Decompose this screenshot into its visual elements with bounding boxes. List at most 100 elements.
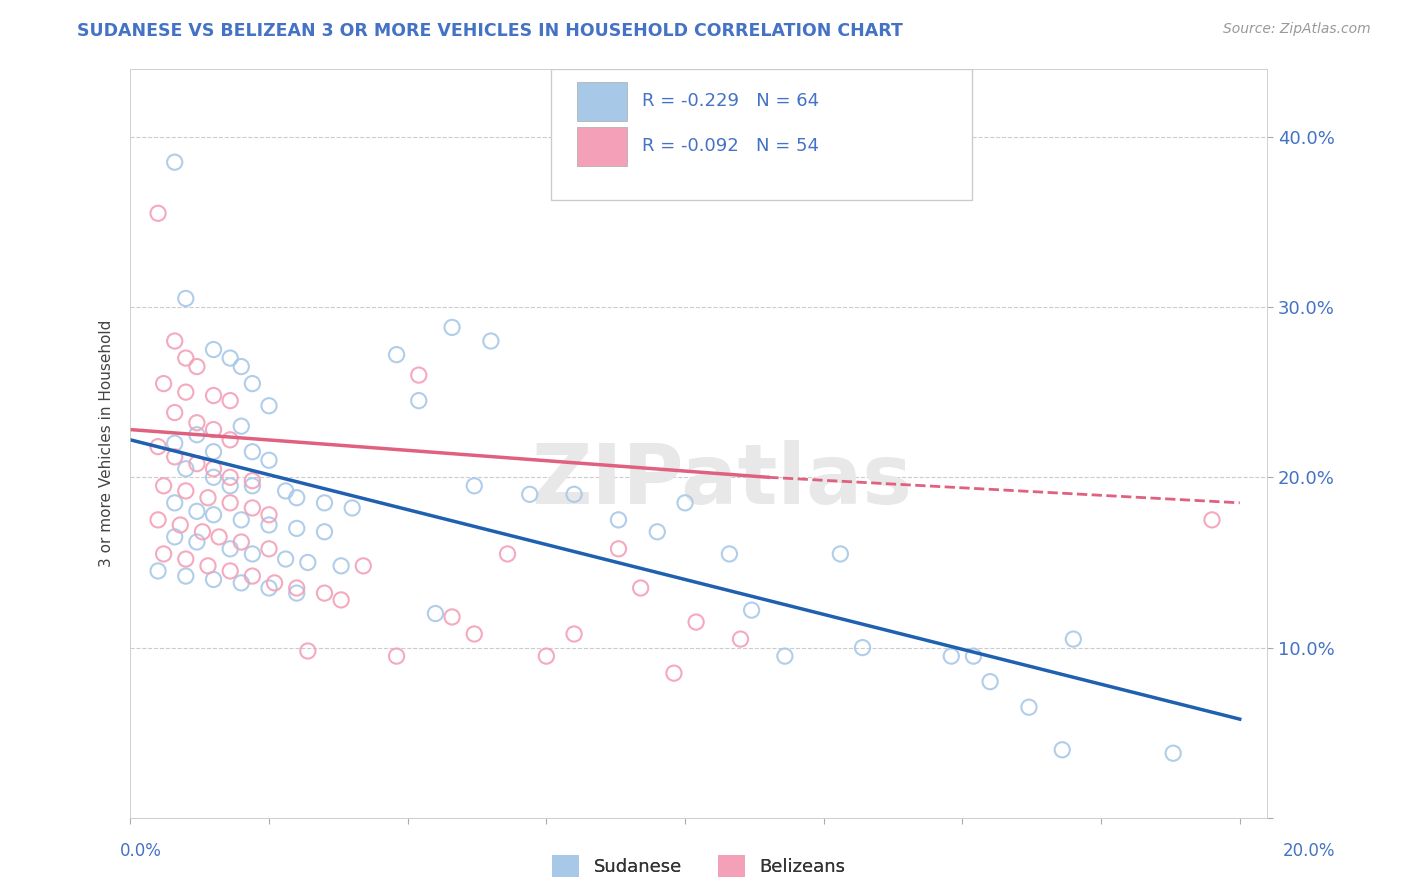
Point: [673, 496, 696, 510]
Point: [174, 552, 197, 566]
Point: [562, 627, 585, 641]
FancyBboxPatch shape: [578, 82, 627, 121]
Point: [1062, 632, 1084, 646]
Point: [630, 581, 652, 595]
Point: [830, 547, 852, 561]
Point: [1161, 746, 1184, 760]
Point: [163, 530, 186, 544]
Point: [231, 359, 253, 374]
Point: [285, 581, 308, 595]
Point: [146, 440, 169, 454]
Point: [202, 423, 225, 437]
Point: [257, 581, 280, 595]
Point: [186, 416, 208, 430]
Point: [662, 666, 685, 681]
Point: [607, 513, 630, 527]
Point: [231, 575, 253, 590]
Point: [202, 444, 225, 458]
Point: [330, 593, 353, 607]
Point: [536, 649, 558, 664]
Point: [219, 393, 242, 408]
Point: [219, 564, 242, 578]
Point: [219, 541, 242, 556]
Point: [163, 436, 186, 450]
Point: [941, 649, 963, 664]
Point: [202, 462, 225, 476]
Point: [979, 674, 1001, 689]
Point: [263, 575, 285, 590]
Point: [645, 524, 668, 539]
Point: [851, 640, 873, 655]
Point: [240, 376, 263, 391]
Point: [219, 351, 242, 365]
Point: [152, 479, 174, 493]
Point: [718, 547, 741, 561]
Point: [152, 547, 174, 561]
Point: [186, 359, 208, 374]
Text: Source: ZipAtlas.com: Source: ZipAtlas.com: [1223, 22, 1371, 37]
Point: [285, 586, 308, 600]
Text: SUDANESE VS BELIZEAN 3 OR MORE VEHICLES IN HOUSEHOLD CORRELATION CHART: SUDANESE VS BELIZEAN 3 OR MORE VEHICLES …: [77, 22, 903, 40]
Point: [219, 470, 242, 484]
Point: [352, 558, 374, 573]
Point: [274, 552, 297, 566]
Point: [562, 487, 585, 501]
Point: [441, 320, 464, 334]
Point: [408, 393, 430, 408]
Point: [191, 524, 214, 539]
Point: [240, 500, 263, 515]
Point: [169, 518, 191, 533]
Point: [231, 419, 253, 434]
Point: [314, 524, 336, 539]
Point: [342, 500, 364, 515]
Point: [385, 649, 408, 664]
Point: [146, 513, 169, 527]
Point: [174, 569, 197, 583]
Point: [197, 558, 219, 573]
Point: [208, 530, 231, 544]
Legend: Sudanese, Belizeans: Sudanese, Belizeans: [546, 847, 853, 884]
Point: [314, 496, 336, 510]
Point: [174, 385, 197, 400]
Point: [163, 334, 186, 348]
Point: [174, 292, 197, 306]
Point: [219, 496, 242, 510]
Point: [297, 644, 319, 658]
Point: [741, 603, 763, 617]
Point: [519, 487, 541, 501]
Point: [257, 453, 280, 467]
Point: [240, 547, 263, 561]
Point: [257, 399, 280, 413]
Point: [231, 535, 253, 549]
Point: [1018, 700, 1040, 714]
Point: [202, 508, 225, 522]
Text: 20.0%: 20.0%: [1284, 842, 1336, 860]
Point: [163, 406, 186, 420]
Point: [202, 573, 225, 587]
Point: [163, 155, 186, 169]
FancyBboxPatch shape: [551, 69, 972, 200]
Point: [174, 462, 197, 476]
Point: [314, 586, 336, 600]
Point: [186, 457, 208, 471]
Point: [463, 479, 485, 493]
Point: [441, 610, 464, 624]
Point: [297, 556, 319, 570]
Point: [163, 450, 186, 464]
Point: [219, 479, 242, 493]
Point: [385, 348, 408, 362]
Point: [152, 376, 174, 391]
Point: [257, 541, 280, 556]
Point: [240, 444, 263, 458]
Point: [197, 491, 219, 505]
Point: [186, 535, 208, 549]
Point: [479, 334, 502, 348]
Point: [463, 627, 485, 641]
Text: R = -0.092   N = 54: R = -0.092 N = 54: [643, 137, 820, 155]
Point: [186, 504, 208, 518]
Point: [146, 206, 169, 220]
Point: [962, 649, 984, 664]
Point: [408, 368, 430, 383]
Point: [1201, 513, 1223, 527]
Point: [274, 483, 297, 498]
